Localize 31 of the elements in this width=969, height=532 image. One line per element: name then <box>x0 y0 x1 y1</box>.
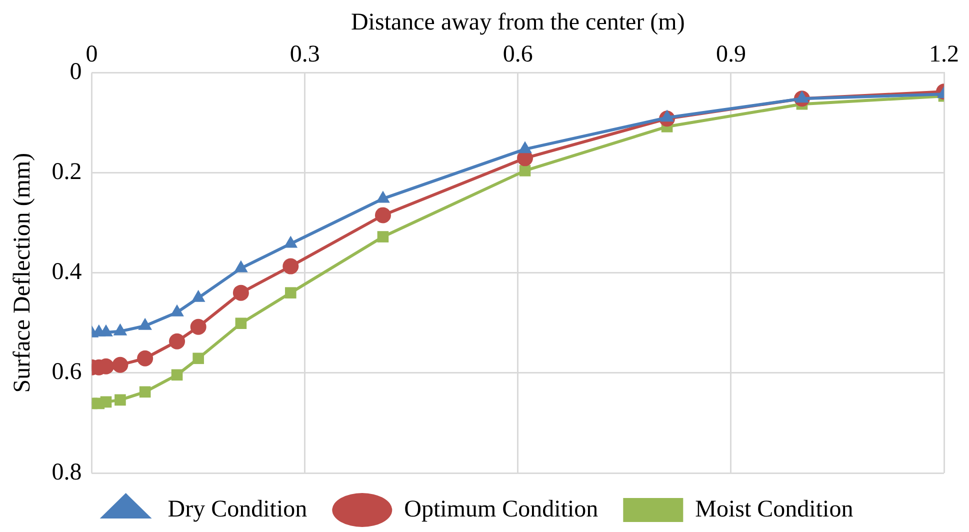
point <box>519 165 531 176</box>
legend-label: Dry Condition <box>168 496 308 522</box>
point <box>137 350 154 366</box>
point <box>232 284 249 301</box>
x-axis-title: Distance away from the center (m) <box>350 10 685 36</box>
point <box>282 258 299 274</box>
x-tick-label: 0.3 <box>290 41 320 68</box>
legend-label: Optimum Condition <box>404 496 598 522</box>
point <box>235 318 247 330</box>
point <box>377 231 389 242</box>
x-tick-label: 0 <box>86 41 98 68</box>
point <box>112 356 128 373</box>
point <box>114 394 126 406</box>
point <box>171 369 183 381</box>
point <box>169 333 186 350</box>
y-tick-label: 0.2 <box>52 158 82 185</box>
point <box>139 386 151 398</box>
x-tick-label: 0.6 <box>502 41 533 68</box>
y-tick-label: 0.4 <box>52 259 82 286</box>
point <box>190 318 206 335</box>
point <box>192 352 204 364</box>
y-axis-title: Surface Deflection (mm) <box>10 152 36 393</box>
y-tick-label: 0.8 <box>52 459 82 486</box>
y-tick-label: 0 <box>70 58 82 85</box>
y-tick-label: 0.6 <box>52 359 82 386</box>
point <box>100 396 112 408</box>
x-tick-label: 0.9 <box>716 41 746 68</box>
point <box>374 207 391 224</box>
x-tick-label: 1.2 <box>929 41 959 68</box>
point <box>284 287 296 298</box>
legend-label: Moist Condition <box>695 496 854 522</box>
